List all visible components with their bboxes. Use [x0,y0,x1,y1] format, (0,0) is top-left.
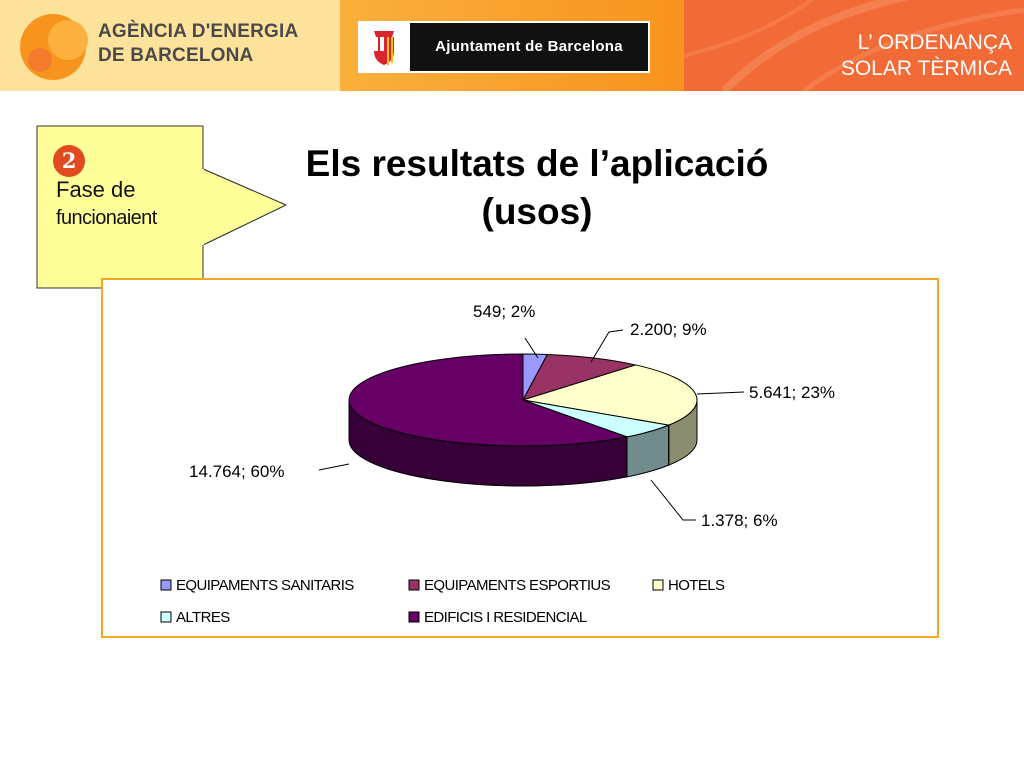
data-label-altres: 1.378; 6% [701,511,778,530]
header-swirl-decoration-icon [684,0,1024,91]
agency-name: AGÈNCIA D'ENERGIA DE BARCELONA [98,20,298,68]
legend-swatch [652,579,664,591]
header-left-panel: AGÈNCIA D'ENERGIA DE BARCELONA [0,0,340,91]
pie-slice-edificis-i-residencial [348,353,629,447]
barcelona-crest-icon [360,23,408,71]
phase-callout: 2 Fase de funcionaient [36,125,286,289]
header-right-panel [684,0,1024,91]
data-label-leader [524,337,539,359]
agency-name-line2: DE BARCELONA [98,45,254,66]
slide-title-line2: (usos) [481,191,593,232]
data-label-leader [318,463,350,471]
data-label-equipaments-sanitaris: 549; 2% [473,302,535,321]
agency-name-line1: AGÈNCIA D'ENERGIA [98,21,299,42]
pie-slice-hotels [522,364,698,426]
legend-label: EQUIPAMENTS ESPORTIUS [424,577,611,594]
legend-swatch [160,611,172,623]
slide-title: Els resultats de l’aplicació (usos) [250,140,824,236]
ajuntament-logo: Ajuntament de Barcelona [358,21,650,73]
phase-label-line2: funcionaient [56,207,157,229]
pie-chart: 549; 2% 2.200; 9% 5.641; 23% 1.378; 6% 14.76… [160,302,835,626]
pie-chart-frame: 549; 2% 2.200; 9% 5.641; 23% 1.378; 6% 14.76… [101,278,939,638]
data-label-leader [696,391,745,395]
data-label-leader [650,479,696,521]
presentation-caption: L’ ORDENANÇA SOLAR TÈRMICA [841,30,1012,82]
phase-number-badge: 2 [53,145,85,177]
caption-line1: L’ ORDENANÇA [857,31,1012,54]
legend-item-edificis-i-residencial: EDIFICIS I RESIDENCIAL [408,609,588,626]
legend-label: EDIFICIS I RESIDENCIAL [424,609,587,626]
legend-item-altres: ALTRES [160,609,231,626]
data-label-edificis-i-residencial: 14.764; 60% [189,462,284,481]
data-label-equipaments-esportius: 2.200; 9% [630,320,707,339]
legend-item-equipaments-sanitaris: EQUIPAMENTS SANITARIS [160,577,355,594]
header-band: AGÈNCIA D'ENERGIA DE BARCELONA Ajuntamen… [0,0,1024,91]
slide-title-line1: Els resultats de l’aplicació [305,143,769,184]
pie-slice-equipaments-esportius [521,353,638,401]
legend-item-hotels: HOTELS [652,577,726,594]
legend-item-equipaments-esportius: EQUIPAMENTS ESPORTIUS [408,577,611,594]
caption-line2: SOLAR TÈRMICA [840,57,1012,80]
data-label-hotels: 5.641; 23% [749,383,835,402]
phase-label-line1: Fase de [56,177,136,202]
ajuntament-name: Ajuntament de Barcelona [410,23,648,71]
agency-sun-logo-icon [20,14,88,80]
legend-label: HOTELS [668,577,725,594]
legend-swatch [408,579,420,591]
legend-swatch [160,579,172,591]
legend-swatch [408,611,420,623]
legend-label: ALTRES [176,609,230,626]
data-label-leader [590,329,624,363]
legend-label: EQUIPAMENTS SANITARIS [176,577,354,594]
phase-arrow-box-icon [36,125,286,289]
